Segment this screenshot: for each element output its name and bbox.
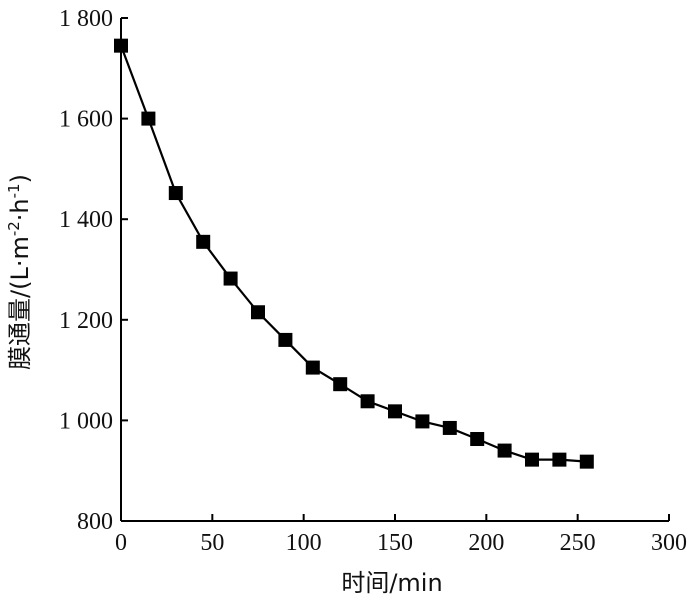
data-point-marker (278, 332, 293, 347)
y-tick-label: 1 400 (59, 207, 113, 233)
data-point-marker (497, 443, 512, 458)
data-point-marker (196, 234, 211, 249)
data-point-marker (114, 38, 128, 53)
data-point-marker (552, 452, 567, 467)
data-point-marker (388, 404, 402, 419)
y-tick-label: 1 600 (59, 107, 113, 133)
y-axis-label-base: 膜通量/(L·m (6, 236, 34, 370)
y-tick-label: 800 (77, 509, 113, 535)
x-tick-label: 0 (115, 530, 127, 556)
data-point-marker (442, 420, 457, 435)
data-point-marker (305, 360, 320, 375)
x-tick-label: 300 (651, 530, 687, 556)
data-point-marker (141, 111, 156, 126)
data-point-marker (470, 432, 485, 447)
y-ticks: 800 1 000 1 200 1 400 1 600 1 800 (59, 6, 128, 535)
x-tick-label: 200 (468, 530, 504, 556)
y-axis: 800 1 000 1 200 1 400 1 600 1 800 (59, 6, 128, 535)
data-point-marker (360, 394, 375, 409)
data-point-marker (333, 377, 348, 392)
data-point-marker (525, 452, 539, 467)
data-point-marker (168, 186, 183, 201)
x-ticks: 0 50 100 150 200 250 300 (115, 514, 687, 556)
y-axis-label-sup1: -2 (5, 221, 23, 236)
x-tick-label: 100 (286, 530, 322, 556)
data-point-marker (579, 454, 594, 469)
data-point-marker (251, 305, 265, 320)
y-axis-label-sup2: -1 (5, 183, 23, 198)
x-axis-label: 时间/min (341, 569, 442, 597)
series-line (119, 45, 587, 463)
data-point-marker (415, 414, 430, 429)
y-axis-label-end: ) (6, 174, 34, 183)
y-axis-label-mid: ·h (6, 198, 34, 221)
series-layer (114, 38, 594, 469)
y-axis-label: 膜通量/(L·m-2·h-1) (5, 174, 34, 370)
data-point-marker (223, 271, 238, 286)
y-tick-label: 1 200 (59, 308, 113, 334)
x-tick-label: 150 (377, 530, 413, 556)
y-tick-label: 1 800 (59, 6, 113, 32)
x-tick-label: 50 (200, 530, 224, 556)
y-tick-label: 1 000 (59, 408, 113, 434)
x-tick-label: 250 (560, 530, 596, 556)
x-axis: 0 50 100 150 200 250 300 (115, 514, 687, 556)
